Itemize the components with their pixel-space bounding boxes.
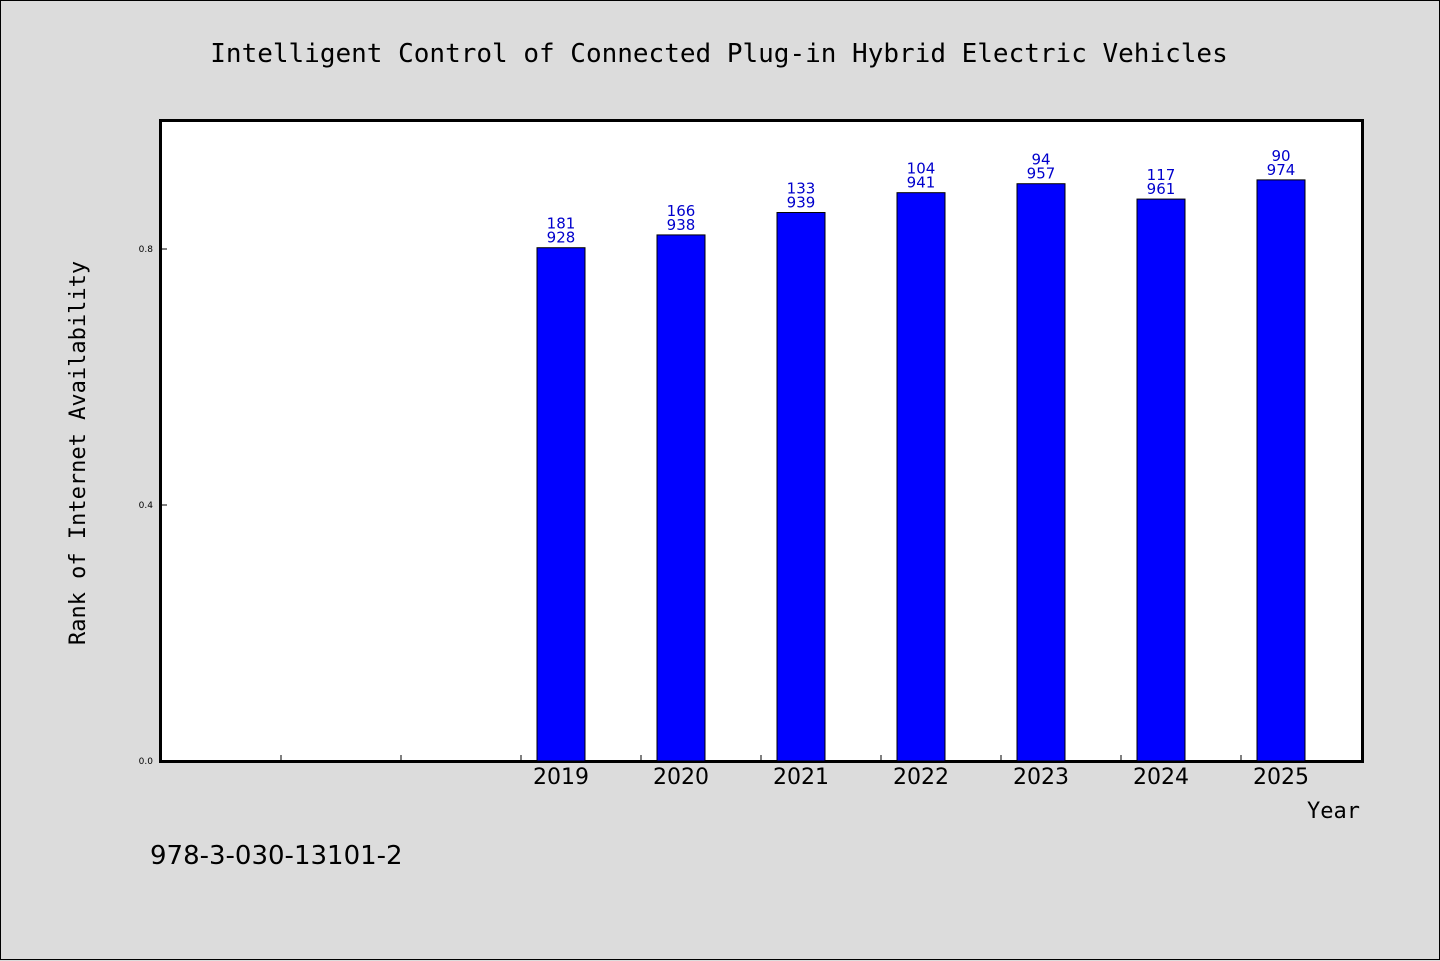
chart-title: Intelligent Control of Connected Plug-in… — [210, 39, 1227, 69]
bar-label-top-2019: 181 — [547, 215, 576, 233]
y-tick-label: 0.8 — [139, 245, 154, 255]
bar-2020 — [656, 234, 706, 762]
bar-label-top-2024: 117 — [1147, 166, 1176, 184]
y-axis-label: Rank of Internet Availability — [66, 261, 91, 645]
isbn-label: 978-3-030-13101-2 — [150, 841, 403, 871]
bar-label-bottom-2023: 957 — [1027, 165, 1056, 183]
bar-label-bottom-2025: 974 — [1267, 161, 1296, 179]
bar-label-bottom-2022: 941 — [907, 174, 936, 192]
bar-2021 — [776, 212, 826, 762]
x-tick-label-2020: 2020 — [653, 765, 709, 790]
y-tick-label: 0.0 — [139, 757, 154, 767]
bar-label-top-2023: 94 — [1031, 151, 1050, 169]
bar-label-top-2025: 90 — [1271, 147, 1290, 165]
bar-label-bottom-2020: 938 — [667, 216, 696, 234]
x-tick-label-2023: 2023 — [1013, 765, 1069, 790]
x-ticks-group: 2019 2020 2021 2022 2023 2024 2025 — [280, 755, 1309, 790]
bar-label-top-2021: 133 — [787, 180, 816, 198]
bar-label-top-2022: 104 — [907, 160, 936, 178]
bar-2024 — [1136, 198, 1186, 762]
bar-2025 — [1256, 179, 1306, 762]
bar-label-top-2020: 166 — [667, 202, 696, 220]
bar-2023 — [1016, 183, 1066, 762]
x-tick-label-2021: 2021 — [773, 765, 829, 790]
bar-2022 — [896, 192, 946, 762]
bar-label-bottom-2019: 928 — [547, 229, 576, 247]
y-ticks-group: 0.0 0.4 0.8 — [139, 245, 167, 767]
y-tick-label: 0.4 — [139, 501, 154, 511]
bar-2019 — [536, 247, 586, 762]
x-tick-label-2024: 2024 — [1133, 765, 1189, 790]
bar-label-bottom-2021: 939 — [787, 194, 816, 212]
x-tick-label-2022: 2022 — [893, 765, 949, 790]
x-tick-label-2019: 2019 — [533, 765, 589, 790]
x-axis-label: Year — [1307, 799, 1360, 824]
x-tick-label-2025: 2025 — [1253, 765, 1309, 790]
bar-label-bottom-2024: 961 — [1147, 180, 1176, 198]
